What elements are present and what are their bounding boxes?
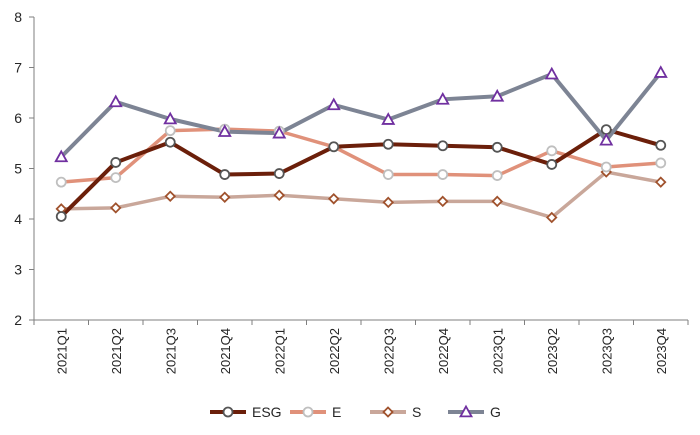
data-point-e — [110, 172, 122, 183]
data-point-g — [108, 94, 123, 108]
data-point-esg — [600, 124, 612, 136]
legend-label-s: S — [412, 404, 421, 420]
x-tick-label: 2022Q1 — [272, 328, 287, 374]
x-tick-label: 2021Q3 — [163, 328, 178, 374]
y-tick-label: 7 — [14, 60, 22, 76]
y-tick-label: 5 — [14, 161, 22, 177]
y-tick-labels: 2 3 4 5 6 7 8 — [14, 9, 22, 328]
data-point-s — [273, 189, 286, 202]
x-tick-label: 2023Q4 — [654, 328, 669, 374]
data-point-g — [435, 91, 450, 105]
y-tick-label: 6 — [14, 110, 22, 126]
data-point-g — [381, 112, 396, 125]
series-line-s — [61, 170, 662, 220]
series-markers — [54, 65, 668, 224]
data-point-esg — [655, 139, 667, 151]
data-point-esg — [382, 138, 394, 150]
data-point-g — [490, 88, 505, 102]
data-point-g — [599, 132, 614, 146]
legend-marker-esg — [222, 406, 234, 418]
legend-marker-g — [458, 404, 474, 418]
data-point-s — [109, 202, 122, 214]
legend-label-esg: ESG — [252, 404, 282, 420]
data-point-g — [54, 149, 69, 163]
series-lines — [59, 71, 663, 220]
x-tick-label: 2021Q1 — [54, 328, 69, 374]
y-tick-label: 8 — [14, 9, 22, 25]
legend-marker-e — [302, 406, 314, 418]
data-point-esg — [164, 136, 176, 148]
series-line-g — [59, 71, 663, 159]
data-point-s — [436, 195, 449, 208]
data-point-s — [545, 211, 558, 224]
data-point-g — [544, 66, 559, 80]
x-tick-labels: 2021Q1 2021Q2 2021Q3 2021Q4 2022Q1 2022Q2 2022… — [54, 328, 669, 374]
series-line-e — [61, 127, 661, 184]
x-tick-label: 2021Q2 — [109, 328, 124, 374]
x-tick-label: 2022Q3 — [381, 328, 396, 374]
data-point-esg — [491, 141, 503, 153]
data-point-esg — [273, 168, 285, 179]
data-point-esg — [437, 140, 449, 152]
data-point-g — [326, 97, 341, 111]
data-point-esg — [219, 169, 231, 180]
data-point-esg — [546, 159, 558, 170]
x-tick-label: 2022Q2 — [327, 328, 342, 374]
data-point-esg — [55, 211, 67, 222]
data-point-g — [217, 124, 232, 137]
x-tick-label: 2021Q4 — [218, 328, 233, 374]
data-point-e — [546, 145, 558, 157]
axes — [29, 16, 689, 325]
data-point-g — [163, 111, 178, 125]
data-point-esg — [328, 141, 340, 153]
data-point-s — [491, 195, 504, 208]
legend: ESG E S G — [210, 404, 501, 420]
data-point-e — [437, 169, 449, 180]
data-point-esg — [110, 157, 122, 168]
x-tick-label: 2023Q3 — [599, 328, 614, 374]
data-point-e — [491, 170, 503, 181]
x-tick-label: 2022Q4 — [436, 328, 451, 374]
data-point-e — [164, 125, 176, 137]
data-point-e — [655, 157, 667, 169]
legend-label-e: E — [332, 404, 341, 420]
data-point-g — [272, 125, 287, 139]
data-point-s — [327, 193, 340, 205]
data-point-s — [218, 191, 231, 204]
data-point-e — [382, 169, 394, 180]
data-point-s — [654, 176, 667, 188]
data-point-g — [653, 65, 668, 78]
data-point-e — [55, 176, 67, 188]
series-line-esg — [59, 127, 662, 218]
y-tick-label: 3 — [14, 262, 22, 278]
y-tick-label: 4 — [14, 211, 22, 227]
legend-marker-s — [382, 406, 394, 418]
x-tick-label: 2023Q2 — [545, 328, 560, 374]
data-point-e — [600, 161, 612, 173]
data-point-s — [164, 190, 177, 203]
x-tick-label: 2023Q1 — [490, 328, 505, 374]
data-point-s — [382, 196, 395, 209]
y-tick-label: 2 — [14, 312, 22, 328]
legend-label-g: G — [490, 404, 501, 420]
